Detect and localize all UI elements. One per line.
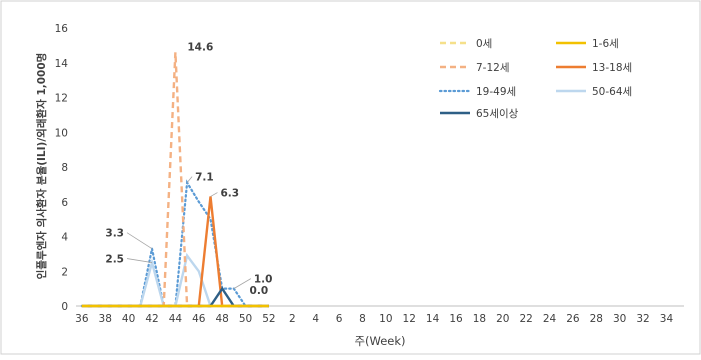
y-tick-label: 2 xyxy=(61,266,68,278)
legend-label: 7-12세 xyxy=(476,62,510,74)
x-tick-label: 22 xyxy=(519,313,532,325)
data-label: 0.0 xyxy=(250,285,269,297)
x-tick-label: 38 xyxy=(99,313,112,325)
series-lines xyxy=(80,52,270,308)
x-tick-label: 46 xyxy=(192,313,206,325)
data-label-leader xyxy=(210,192,218,197)
legend-label: 13-18세 xyxy=(592,62,632,74)
x-tick-label: 40 xyxy=(122,313,135,325)
data-label: 2.5 xyxy=(105,254,124,266)
y-axis-title: 인플루엔자 의사환자 분율(ILI)/외래환자 1,000명 xyxy=(35,53,48,280)
x-tick-label: 28 xyxy=(590,313,603,325)
data-label-leader xyxy=(186,176,193,183)
x-tick-label: 32 xyxy=(636,313,649,325)
x-tick-label: 20 xyxy=(496,313,509,325)
x-tick-label: 42 xyxy=(145,313,158,325)
data-label-leader xyxy=(233,278,252,289)
x-tick-label: 6 xyxy=(336,313,343,325)
y-tick-label: 10 xyxy=(55,127,68,139)
x-tick-label: 2 xyxy=(289,313,296,325)
y-tick-label: 12 xyxy=(55,93,68,105)
x-tick-label: 4 xyxy=(312,313,319,325)
data-label-leader xyxy=(126,232,153,249)
x-tick-label: 44 xyxy=(169,313,183,325)
x-tick-label: 8 xyxy=(359,313,366,325)
legend-label: 0세 xyxy=(476,38,492,50)
y-tick-label: 16 xyxy=(55,23,69,35)
data-label-leader xyxy=(126,258,153,263)
y-tick-label: 8 xyxy=(61,162,68,174)
x-tick-label: 18 xyxy=(473,313,486,325)
x-tick-label: 12 xyxy=(403,313,416,325)
y-tick-label: 4 xyxy=(61,232,68,244)
x-tick-label: 34 xyxy=(660,313,674,325)
y-tick-label: 14 xyxy=(55,58,69,70)
legend-label: 65세이상 xyxy=(476,108,519,120)
x-tick-label: 24 xyxy=(543,313,557,325)
x-tick-label: 50 xyxy=(239,313,252,325)
data-label: 6.3 xyxy=(220,188,239,200)
x-tick-label: 48 xyxy=(215,313,228,325)
data-label-layer: 14.6 7.1 6.3 3.3 2.5 1.00.0 xyxy=(105,41,272,297)
y-tick-label: 6 xyxy=(61,197,68,209)
x-tick-label: 10 xyxy=(379,313,392,325)
x-tick-label: 26 xyxy=(566,313,580,325)
x-tick-label: 30 xyxy=(613,313,626,325)
legend-label: 19-49세 xyxy=(476,86,516,98)
y-tick-label: 0 xyxy=(61,301,68,313)
legend: 0세 1-6세 7-12세 13-18세 19-49세 50-64세 65세이상 xyxy=(438,38,632,120)
x-tick-label: 52 xyxy=(262,313,275,325)
x-tick-label: 14 xyxy=(426,313,440,325)
data-label: 3.3 xyxy=(105,228,124,240)
legend-label: 1-6세 xyxy=(592,38,619,50)
x-axis-title: 주(Week) xyxy=(354,334,405,348)
x-axis-ticks: 36 38 40 42 44 46 48 50 52 2 4 6 8 10 12 14 16 18 20 22 24 26… xyxy=(75,313,673,325)
data-label: 1.0 xyxy=(254,274,273,286)
data-label: 7.1 xyxy=(195,172,214,184)
legend-label: 50-64세 xyxy=(592,86,632,98)
x-tick-label: 16 xyxy=(449,313,463,325)
data-label: 14.6 xyxy=(187,41,213,53)
y-axis-ticks: 0 2 4 6 8 10 12 14 16 xyxy=(55,23,69,313)
x-tick-label: 36 xyxy=(75,313,89,325)
